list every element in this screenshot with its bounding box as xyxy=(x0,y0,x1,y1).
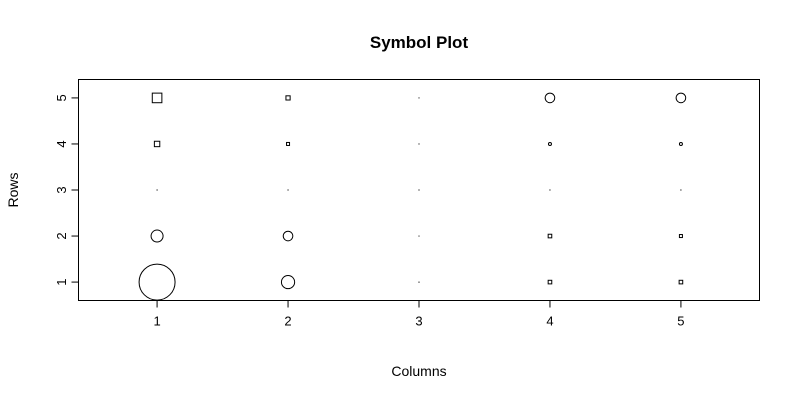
x-tick-label: 4 xyxy=(546,314,553,329)
circle-point xyxy=(675,92,687,104)
square-point xyxy=(151,92,163,104)
circle-point xyxy=(150,229,164,243)
y-axis-label: Rows xyxy=(5,172,21,207)
square-point xyxy=(678,279,684,285)
dot-point xyxy=(549,189,551,191)
dot-point xyxy=(287,189,289,191)
square-point xyxy=(678,234,683,239)
y-axis: 1 2 3 4 5 xyxy=(54,94,79,286)
square-point xyxy=(547,233,553,239)
circle-point xyxy=(678,141,683,146)
dot-point xyxy=(156,189,158,191)
y-tick-label: 2 xyxy=(54,232,69,239)
y-tick-label: 5 xyxy=(54,94,69,101)
x-tick-label: 2 xyxy=(284,314,291,329)
chart-title: Symbol Plot xyxy=(370,33,469,52)
x-axis: 1 2 3 4 5 xyxy=(153,300,685,329)
dot-point xyxy=(418,235,420,237)
x-axis-label: Columns xyxy=(391,363,446,379)
dot-point xyxy=(418,97,420,99)
dot-point xyxy=(418,281,420,283)
x-tick-label: 5 xyxy=(677,314,684,329)
x-tick-label: 3 xyxy=(415,314,422,329)
circle-point xyxy=(138,263,176,301)
circle-point xyxy=(547,141,552,146)
circle-point xyxy=(282,230,294,242)
dot-point xyxy=(418,189,420,191)
y-tick-label: 3 xyxy=(54,186,69,193)
square-point xyxy=(286,141,291,146)
square-point xyxy=(547,279,553,285)
x-tick-label: 1 xyxy=(153,314,160,329)
plot-marks xyxy=(138,92,687,301)
square-point xyxy=(153,140,161,148)
y-tick-label: 1 xyxy=(54,278,69,285)
square-point xyxy=(285,95,291,101)
circle-point xyxy=(544,92,556,104)
dot-point xyxy=(680,189,682,191)
dot-point xyxy=(418,143,420,145)
y-tick-label: 4 xyxy=(54,140,69,147)
circle-point xyxy=(280,274,296,290)
